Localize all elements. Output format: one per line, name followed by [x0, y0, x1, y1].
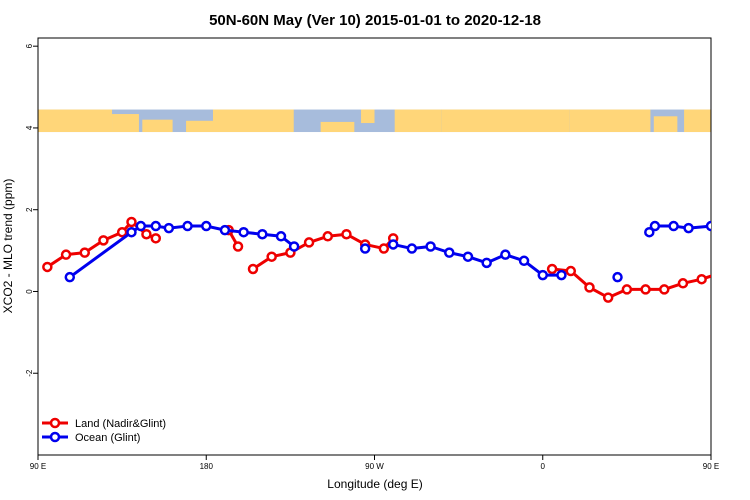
data-point [232, 241, 244, 252]
data-point [116, 226, 128, 238]
map-land-region [684, 109, 711, 133]
x-axis: 90 E 180 90 W 0 90 E [30, 455, 719, 471]
y-tick-label: 6 [25, 43, 34, 48]
map-land-region [394, 109, 442, 133]
data-point [126, 226, 137, 238]
map-land-region [441, 109, 570, 133]
data-point [621, 284, 633, 295]
data-point [602, 292, 614, 303]
series-line [392, 242, 562, 277]
data-point [322, 231, 334, 242]
y-tick-label: 2 [25, 207, 34, 212]
data-point [677, 278, 689, 289]
x-tick-label: 180 [200, 462, 214, 471]
chart-title: 50N-60N May (Ver 10) 2015-01-01 to 2020-… [209, 12, 541, 29]
data-point [735, 263, 743, 271]
data-point [387, 239, 399, 250]
y-tick-label: -2 [25, 369, 34, 377]
data-point [444, 247, 455, 258]
legend-marker [49, 431, 61, 443]
data-point [64, 271, 76, 283]
x-tick-label: 90 E [703, 462, 719, 471]
data-point [238, 226, 249, 238]
data-point [425, 241, 436, 252]
data-point [79, 247, 90, 258]
data-point [378, 243, 390, 254]
data-point [42, 261, 53, 273]
data-point [696, 273, 707, 285]
data-point [182, 220, 193, 232]
series-land [42, 216, 743, 303]
x-tick-label: 0 [541, 462, 546, 471]
legend-label: Land (Nadir&Glint) [75, 418, 166, 430]
world-map-strip [38, 109, 711, 133]
data-point [257, 228, 268, 240]
map-land-region [361, 109, 375, 124]
data-point [668, 220, 679, 232]
data-point [705, 220, 711, 232]
x-axis-label: Longitude (deg E) [327, 477, 422, 491]
data-point [462, 251, 474, 262]
legend-marker [49, 417, 61, 429]
data-point [219, 224, 231, 236]
legend: Land (Nadir&Glint) Ocean (Glint) [42, 417, 166, 444]
map-land-region [186, 120, 213, 133]
data-point [481, 257, 492, 269]
data-point [406, 243, 418, 254]
map-land-region [569, 109, 651, 133]
data-point [716, 269, 724, 277]
data-point [98, 235, 109, 246]
y-tick-label: 0 [25, 289, 34, 294]
y-axis: -2 0 2 4 6 [25, 43, 38, 377]
data-point [341, 228, 352, 240]
map-land-region [320, 121, 355, 133]
data-point [135, 220, 147, 232]
data-point [612, 271, 623, 283]
y-tick-label: 4 [25, 125, 34, 130]
map-land-region [38, 109, 113, 133]
data-point [565, 265, 577, 277]
data-point [556, 269, 567, 281]
map-land-region [212, 109, 294, 133]
data-point [659, 284, 670, 295]
data-point [683, 222, 694, 234]
map-land [38, 109, 711, 133]
data-point [150, 233, 162, 244]
data-point [584, 282, 595, 293]
data-point [266, 251, 277, 262]
data-point [644, 226, 655, 238]
data-point [275, 231, 287, 242]
data-point [518, 255, 530, 267]
series-ocean [64, 220, 711, 283]
data-point [537, 269, 548, 281]
x-tick-label: 90 W [365, 462, 384, 471]
data-point [546, 263, 558, 275]
data-point [303, 237, 315, 248]
data-point [359, 243, 371, 254]
data-point [640, 284, 651, 295]
data-point [288, 241, 300, 252]
series-line [252, 232, 395, 271]
data-point [201, 220, 212, 232]
data-point [500, 249, 511, 260]
data-point [150, 220, 162, 232]
map-land-region [653, 116, 678, 133]
data-point [60, 249, 72, 260]
y-axis-label: XCO2 - MLO trend (ppm) [1, 179, 15, 314]
data-point [247, 263, 259, 275]
data-point [126, 216, 137, 228]
map-land-region [142, 119, 173, 133]
x-tick-label: 90 E [30, 462, 46, 471]
data-point [649, 220, 661, 232]
data-point [163, 222, 175, 234]
data-point [141, 228, 152, 240]
map-land-region [112, 114, 139, 133]
legend-label: Ocean (Glint) [75, 432, 140, 444]
series-layer [42, 216, 743, 303]
